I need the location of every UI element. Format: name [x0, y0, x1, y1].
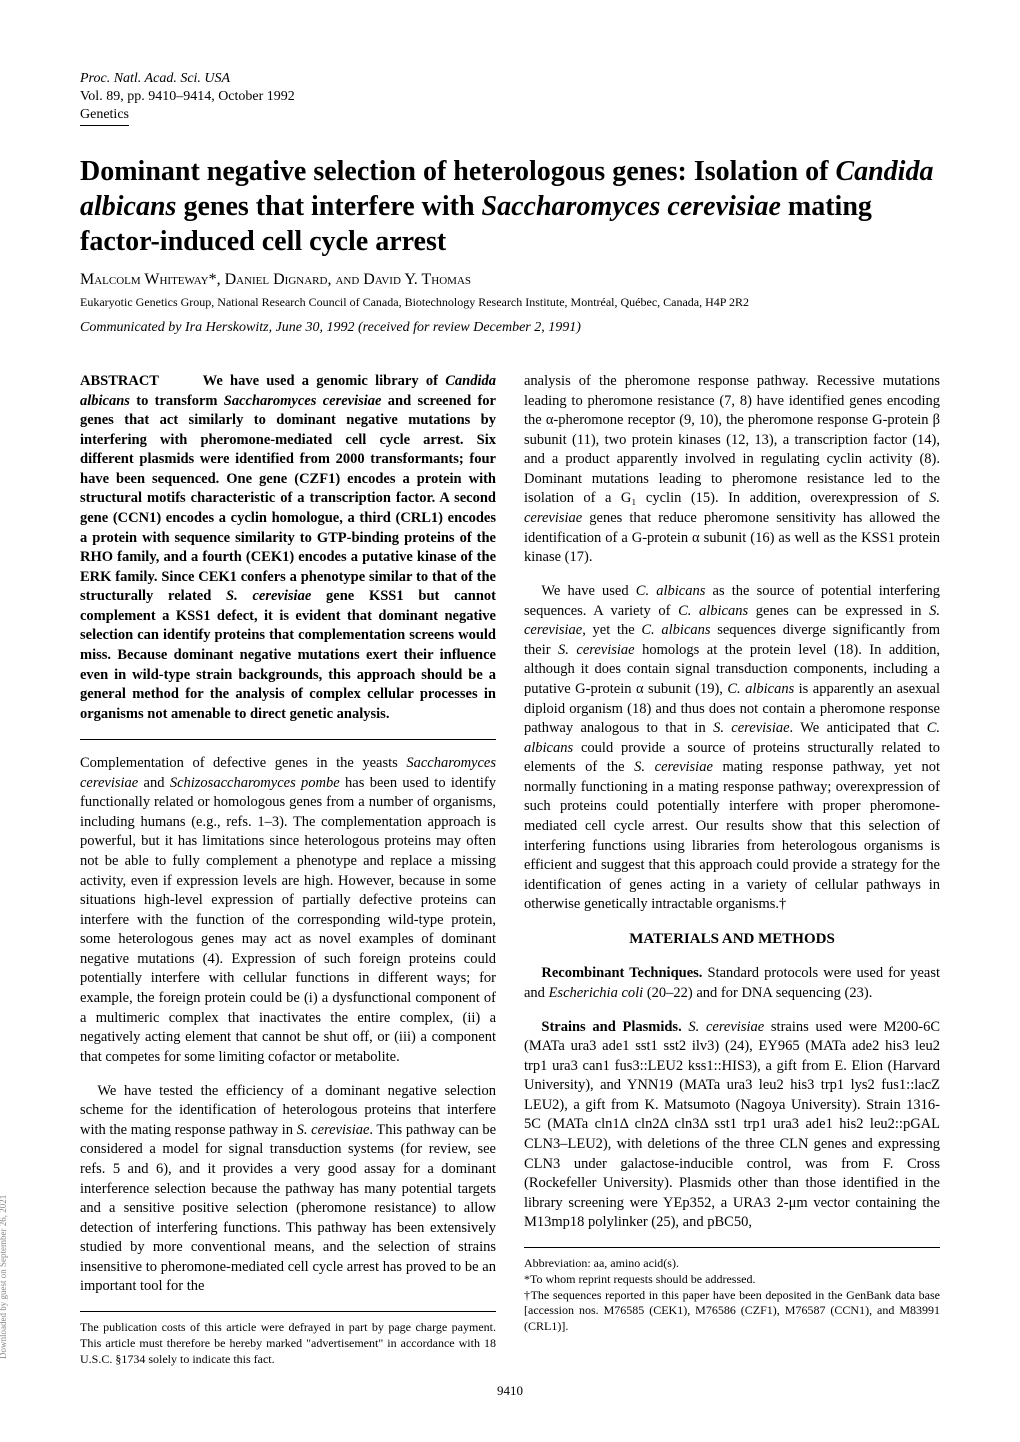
intro-continued-2: We have used C. albicans as the source o… — [524, 582, 940, 915]
abstract-text-2: to transform — [130, 393, 224, 409]
title-part-2: genes that interfere with — [176, 191, 481, 222]
abstract-italic-2: Saccharomyces cerevisiae — [224, 393, 382, 409]
download-watermark: Downloaded by guest on September 26, 202… — [0, 1195, 8, 1359]
right-column: analysis of the pheromone response pathw… — [524, 358, 940, 1368]
abstract-label: ABSTRACT — [80, 373, 159, 389]
publication-cost-footnote: The publication costs of this article we… — [80, 1320, 496, 1367]
affiliation: Eukaryotic Genetics Group, National Rese… — [80, 295, 940, 310]
page-number: 9410 — [80, 1383, 940, 1399]
abbreviation-footnote: Abbreviation: aa, amino acid(s). — [524, 1256, 940, 1272]
abstract-italic-3: S. cerevisiae — [226, 588, 311, 604]
communicated-by: Communicated by Ira Herskowitz, June 30,… — [80, 320, 940, 336]
footnote-divider-left — [80, 1311, 496, 1312]
intro-continued-1: analysis of the pheromone response pathw… — [524, 372, 940, 568]
journal-header: Proc. Natl. Acad. Sci. USA Vol. 89, pp. … — [80, 70, 940, 126]
two-column-body: ABSTRACT We have used a genomic library … — [80, 358, 940, 1368]
genbank-footnote: †The sequences reported in this paper ha… — [524, 1288, 940, 1335]
page: Downloaded by guest on September 26, 202… — [0, 0, 1020, 1439]
footnote-divider-right — [524, 1247, 940, 1248]
correspondence-footnote: *To whom reprint requests should be addr… — [524, 1272, 940, 1288]
abstract-text-4: gene KSS1 but cannot complement a KSS1 d… — [80, 588, 496, 721]
abstract: ABSTRACT We have used a genomic library … — [80, 372, 496, 724]
section-name: Genetics — [80, 106, 129, 125]
divider — [80, 739, 496, 740]
abstract-text-1: We have used a genomic library of — [203, 373, 446, 389]
journal-name: Proc. Natl. Acad. Sci. USA — [80, 70, 940, 88]
section-heading-materials: MATERIALS AND METHODS — [524, 929, 940, 949]
abstract-text-3: and screened for genes that act similarl… — [80, 393, 496, 605]
methods-para-1: Recombinant Techniques. Standard protoco… — [524, 964, 940, 1003]
article-title: Dominant negative selection of heterolog… — [80, 154, 940, 259]
author-list: Malcolm Whiteway*, Daniel Dignard, and D… — [80, 271, 940, 289]
intro-para-1: Complementation of defective genes in th… — [80, 754, 496, 1067]
title-part-1: Dominant negative selection of heterolog… — [80, 156, 835, 187]
left-column: ABSTRACT We have used a genomic library … — [80, 358, 496, 1368]
volume-info: Vol. 89, pp. 9410–9414, October 1992 — [80, 88, 940, 106]
intro-para-2: We have tested the efficiency of a domin… — [80, 1082, 496, 1297]
methods-para-2: Strains and Plasmids. S. cerevisiae stra… — [524, 1018, 940, 1233]
title-italic-2: Saccharomyces cerevisiae — [482, 191, 781, 222]
